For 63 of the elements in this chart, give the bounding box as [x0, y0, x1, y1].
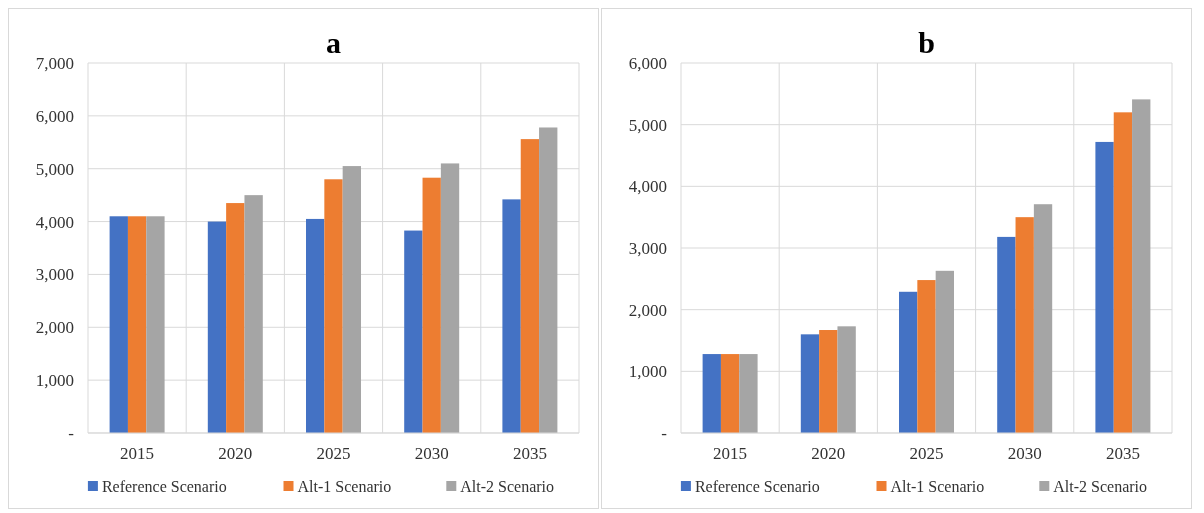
y-tick-label: -	[68, 423, 75, 443]
bar	[539, 127, 558, 433]
bar	[837, 326, 856, 433]
x-tick-label: 2015	[120, 444, 155, 463]
y-tick-label: 2,000	[628, 300, 667, 320]
bar	[1095, 141, 1114, 433]
chart-title: a	[326, 26, 341, 59]
bar	[127, 216, 147, 433]
y-tick-label: 4,000	[35, 212, 74, 232]
x-tick-label: 2030	[1007, 444, 1042, 463]
bar	[502, 199, 521, 433]
bar	[1015, 217, 1034, 433]
bar	[146, 216, 165, 433]
legend-label: Alt-1 Scenario	[297, 477, 392, 495]
bar	[702, 354, 721, 433]
x-tick-label: 2030	[414, 444, 449, 463]
x-tick-label: 2035	[1105, 444, 1140, 463]
y-tick-label: 4,000	[628, 177, 667, 197]
x-tick-label: 2020	[811, 444, 846, 463]
bar	[440, 163, 460, 433]
y-tick-label: 3,000	[35, 265, 74, 285]
y-tick-label: 5,000	[628, 115, 667, 135]
y-tick-label: 3,000	[628, 238, 667, 258]
bar	[800, 334, 820, 433]
y-tick-label: 2,000	[35, 318, 74, 338]
x-tick-label: 2025	[909, 444, 944, 463]
bar	[1132, 99, 1151, 433]
bar	[935, 270, 954, 433]
bar	[226, 203, 245, 433]
y-tick-label: 5,000	[35, 159, 74, 179]
bar	[739, 354, 758, 433]
bar	[404, 230, 423, 433]
legend-label: Alt-2 Scenario	[460, 477, 555, 495]
bar	[520, 139, 540, 433]
x-tick-label: 2035	[512, 444, 547, 463]
x-tick-label: 2015	[713, 444, 748, 463]
legend-label: Alt-1 Scenario	[890, 477, 985, 495]
x-tick-label: 2020	[218, 444, 253, 463]
bar	[997, 236, 1016, 433]
chart-title: b	[918, 26, 935, 59]
bar	[422, 177, 441, 433]
y-tick-label: -	[661, 423, 668, 443]
y-tick-label: 1,000	[35, 371, 74, 391]
bar	[207, 221, 227, 433]
bar	[109, 216, 128, 433]
x-tick-label: 2025	[316, 444, 351, 463]
legend-label: Reference Scenario	[694, 477, 820, 495]
bar	[324, 179, 343, 433]
bar	[917, 280, 936, 433]
bar	[244, 195, 263, 433]
bar	[306, 218, 325, 433]
y-tick-label: 7,000	[35, 53, 74, 73]
y-tick-label: 6,000	[35, 106, 74, 126]
bar	[1113, 112, 1133, 433]
bar	[1033, 204, 1053, 433]
legend-label: Alt-2 Scenario	[1053, 477, 1148, 495]
legend-label: Reference Scenario	[101, 477, 227, 495]
bar	[899, 291, 918, 433]
y-tick-label: 6,000	[628, 53, 667, 73]
bar	[819, 330, 838, 433]
bar	[342, 166, 361, 433]
y-tick-label: 1,000	[628, 362, 667, 382]
bar	[720, 354, 740, 433]
